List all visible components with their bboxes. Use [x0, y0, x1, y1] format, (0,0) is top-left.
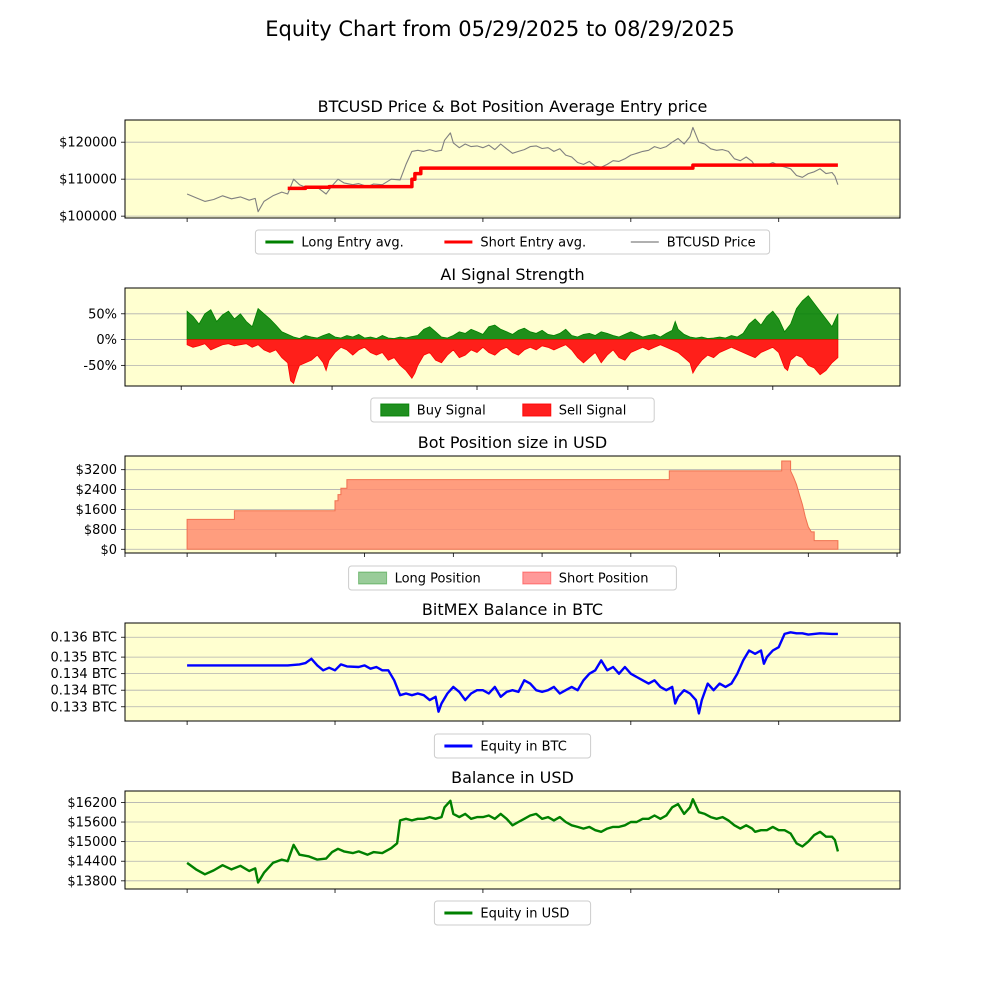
plot-frame: [124, 622, 901, 722]
series-line-equity-in-btc: [187, 631, 838, 715]
chart-panel-5: $16200 $15600 $15000 $14400 $13800 Balance in…: [67, 768, 901, 926]
y-tick-label: $100000: [59, 210, 117, 225]
legend-swatch: [522, 571, 552, 585]
chart-panel-1: $100000 $110000 $120000 BTCUSD Price & Bot …: [59, 97, 901, 255]
panel-title: BitMEX Balance in BTC: [422, 600, 603, 619]
plot-background: [125, 791, 900, 889]
buy-signal-area: [186, 295, 839, 341]
legend-label: Equity in BTC: [480, 740, 566, 755]
y-tick-label: 50%: [88, 307, 117, 322]
y-tick-label: $800: [84, 523, 117, 538]
y-tick-label: $15000: [67, 835, 117, 850]
figure-title: Equity Chart from 05/29/2025 to 08/29/20…: [265, 17, 735, 41]
legend-label: Buy Signal: [417, 404, 486, 419]
y-tick-label: $2400: [76, 483, 117, 498]
y-tick-label: $110000: [59, 173, 117, 188]
chart-panel-2: 50% 0% -50% AI Signal Strength Buy Signal Sel…: [83, 265, 901, 423]
legend-label: BTCUSD Price: [667, 236, 756, 251]
legend: Equity in BTC: [433, 733, 592, 759]
y-tick-label: $16200: [67, 796, 117, 811]
legend-box: [370, 397, 655, 423]
legend: Buy Signal Sell Signal: [370, 397, 655, 423]
plot-frame: [124, 287, 901, 387]
plot-frame: [124, 790, 901, 890]
y-tick-label: $0: [100, 543, 117, 558]
legend-label: Short Position: [559, 572, 649, 587]
y-tick-label: $14400: [67, 855, 117, 870]
series-line-short-entry-avg-: [287, 163, 838, 191]
y-tick-label: $15600: [67, 816, 117, 831]
legend: Equity in USD: [433, 900, 592, 926]
y-tick-label: 0.135 BTC: [50, 651, 117, 666]
chart-panels: $100000 $110000 $120000 BTCUSD Price & Bot …: [50, 97, 901, 926]
legend-box: [254, 229, 771, 255]
legend: Long Entry avg. Short Entry avg. BTCUSD Pr…: [254, 229, 771, 255]
legend-swatch: [380, 403, 410, 417]
short-position-area: [186, 460, 839, 550]
chart-panel-3: $3200 $2400 $1600 $800 $0 Bot Position size i…: [76, 433, 901, 591]
series-line-equity-in-usd: [186, 798, 840, 884]
legend-label: Equity in USD: [480, 907, 569, 922]
y-tick-label: 0.134 BTC: [50, 684, 117, 699]
y-tick-label: $1600: [76, 503, 117, 518]
series-line-btcusd-price: [186, 126, 839, 213]
legend-label: Short Entry avg.: [480, 236, 586, 251]
y-tick-label: 0.134 BTC: [50, 667, 117, 682]
panel-title: Balance in USD: [451, 768, 574, 787]
plot-frame: [124, 119, 901, 219]
y-tick-label: 0%: [96, 333, 117, 348]
plot-background: [125, 623, 900, 721]
legend-box: [348, 565, 677, 591]
y-tick-label: -50%: [83, 359, 117, 374]
y-tick-label: $13800: [67, 874, 117, 889]
legend-box: [433, 900, 592, 926]
y-tick-label: 0.136 BTC: [50, 631, 117, 646]
plot-frame: [124, 455, 901, 554]
panel-title: AI Signal Strength: [440, 265, 584, 284]
legend-box: [433, 733, 592, 759]
y-tick-label: $120000: [59, 136, 117, 151]
sell-signal-area: [186, 339, 839, 385]
legend: Long Position Short Position: [348, 565, 677, 591]
legend-label: Long Entry avg.: [301, 236, 403, 251]
y-tick-label: $3200: [76, 463, 117, 478]
panel-title: BTCUSD Price & Bot Position Average Entr…: [318, 97, 708, 116]
legend-label: Sell Signal: [559, 404, 627, 419]
y-tick-label: 0.133 BTC: [50, 700, 117, 715]
legend-swatch: [522, 403, 552, 417]
legend-swatch: [358, 571, 388, 585]
panel-title: Bot Position size in USD: [418, 433, 607, 452]
legend-label: Long Position: [395, 572, 481, 587]
